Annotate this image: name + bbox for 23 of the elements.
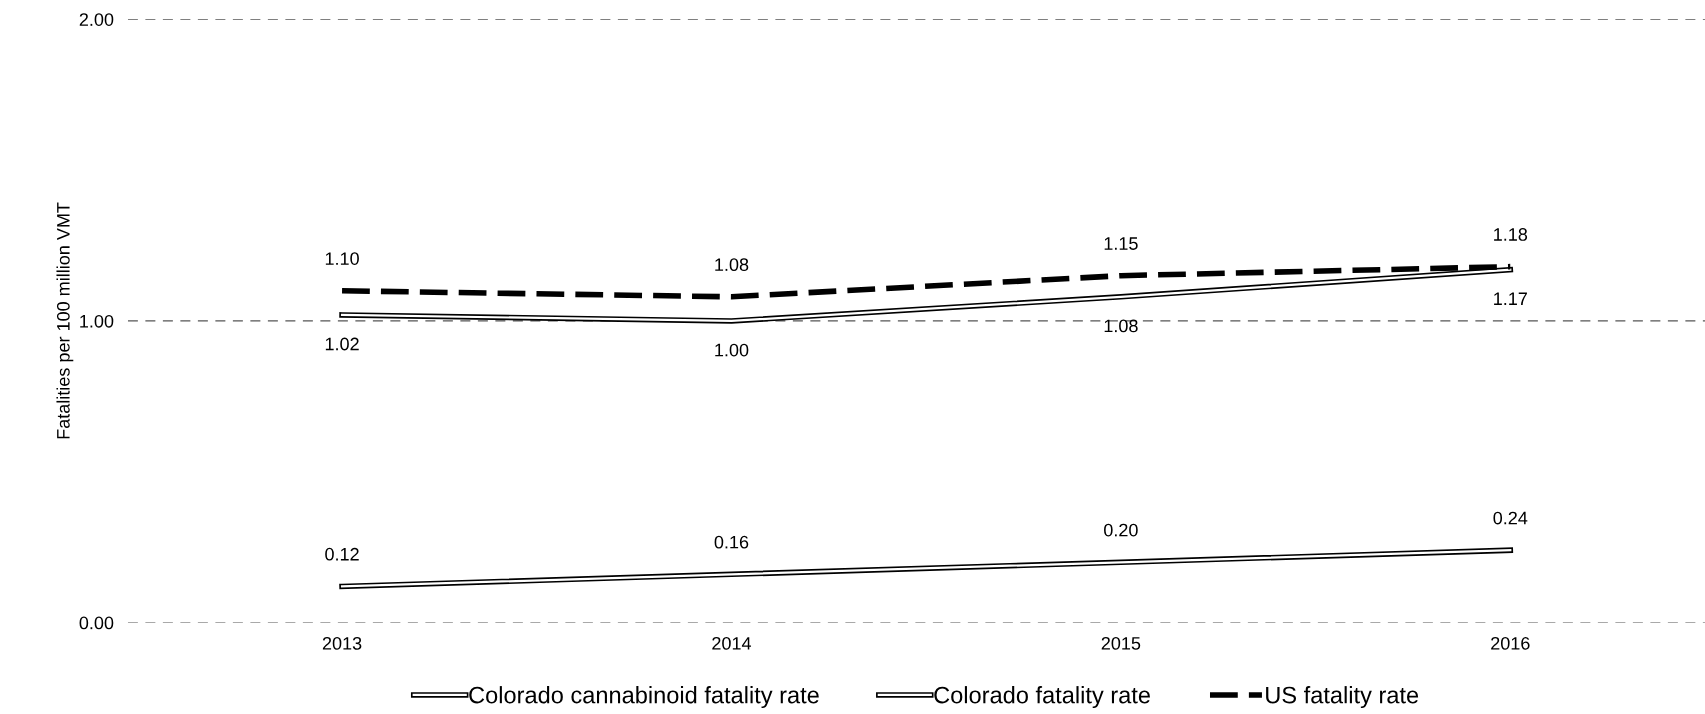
data-label: 1.18 — [1494, 228, 1528, 241]
data-label: 0.20 — [1104, 523, 1138, 537]
data-label: 1.10 — [325, 252, 359, 265]
x-tick-label: 2013 — [322, 636, 362, 650]
x-tick-label: 2014 — [712, 636, 752, 650]
legend-label: Colorado cannabinoid fatality rate — [469, 686, 819, 709]
data-label: 1.08 — [1104, 319, 1138, 333]
data-label: 1.08 — [715, 258, 749, 272]
data-label: 1.00 — [715, 343, 749, 357]
y-tick-label: 0.00 — [79, 616, 114, 630]
legend-label: Colorado fatality rate — [934, 686, 1150, 709]
x-tick-label: 2015 — [1101, 636, 1141, 650]
data-label: 1.15 — [1104, 237, 1138, 250]
data-label: 0.12 — [325, 547, 359, 561]
data-label: 0.24 — [1493, 511, 1528, 525]
y-tick-label: 2.00 — [79, 13, 114, 26]
y-tick-label: 1.00 — [80, 314, 114, 328]
x-tick-label: 2016 — [1491, 636, 1530, 650]
data-label: 1.02 — [325, 337, 359, 351]
y-axis-title: Fatalities per 100 million VMT — [56, 202, 74, 439]
data-label: 1.17 — [1494, 292, 1527, 305]
legend-label: US fatality rate — [1266, 686, 1419, 709]
data-label: 0.16 — [714, 535, 749, 549]
